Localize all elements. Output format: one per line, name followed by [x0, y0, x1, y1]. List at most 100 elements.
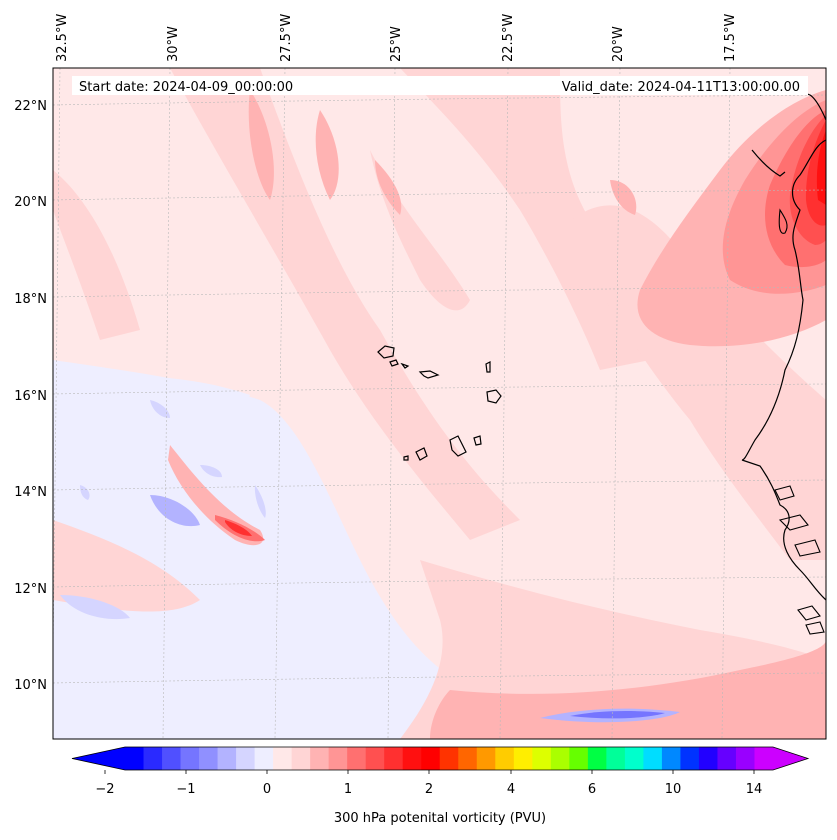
pv-patch-3 — [375, 160, 402, 215]
pv-sw-negative-area-5 — [200, 465, 222, 478]
pv-weak-negative-area — [53, 360, 500, 739]
lon-label: 30°W — [166, 26, 181, 62]
pv-band-3 — [53, 170, 140, 340]
colorbar-segment — [254, 747, 274, 770]
colorbar-segment — [569, 747, 589, 770]
pv-ne-ridge-core — [816, 130, 826, 205]
lon-label: 27.5°W — [279, 14, 294, 62]
lat-label: 22°N — [14, 99, 47, 114]
lon-label: 25°W — [389, 26, 404, 62]
colorbar-segment — [513, 747, 533, 770]
colorbar-segment — [495, 747, 515, 770]
colorbar-segment — [125, 747, 145, 770]
lat-label: 14°N — [14, 485, 47, 500]
pv-band-4 — [400, 68, 650, 370]
colorbar-segment — [291, 747, 311, 770]
pv-sw-negative-area-6 — [80, 485, 90, 500]
colorbar-segment — [310, 747, 330, 770]
pv-band-1 — [170, 68, 520, 540]
coastline-detail-1 — [751, 149, 786, 177]
pv-band-sw — [53, 520, 200, 612]
pv-patch-1 — [248, 90, 274, 200]
colorbar-segment — [698, 747, 718, 770]
colorbar-segment — [347, 747, 367, 770]
colorbar-segment — [606, 747, 626, 770]
coastline-detail-4 — [778, 514, 809, 531]
colorbar-under-extension — [72, 747, 125, 770]
colorbar-segment — [180, 747, 200, 770]
latitude-labels: 22°N 20°N 18°N 16°N 14°N 12°N 10°N — [14, 99, 47, 693]
pv-patch-4 — [610, 180, 637, 215]
colorbar-segment — [680, 747, 700, 770]
pv-sw-negative-area — [150, 495, 200, 527]
colorbar-title: 300 hPa potenital vorticity (PVU) — [334, 811, 546, 826]
colorbar-segment — [754, 747, 774, 770]
colorbar-segment — [439, 747, 459, 770]
pv-weak-negative-area-2 — [80, 376, 250, 420]
pv-sw-negative-area-2 — [60, 595, 130, 620]
colorbar-outline — [71, 746, 810, 771]
pv-south-negative-core — [570, 711, 665, 719]
colorbar-tick-label: −1 — [176, 782, 195, 797]
lon-label: 32.5°W — [55, 14, 70, 62]
pv-field — [53, 68, 826, 739]
colorbar-over-extension — [773, 747, 808, 770]
colorbar-segment — [532, 747, 552, 770]
pv-band-2 — [370, 150, 470, 311]
lat-label: 10°N — [14, 678, 47, 693]
pv-southern-ridge — [430, 640, 826, 739]
colorbar-segment — [624, 747, 644, 770]
colorbar-segment — [643, 747, 663, 770]
colorbar-segment — [550, 747, 570, 770]
colorbar-segment — [328, 747, 348, 770]
colorbar-tick-label: 10 — [665, 782, 682, 797]
cape-verde-islands — [377, 345, 502, 461]
colorbar-segment — [217, 747, 237, 770]
lon-label: 17.5°W — [723, 14, 738, 62]
coastline-detail-3 — [774, 485, 795, 501]
colorbar-tick-label: 14 — [746, 782, 763, 797]
colorbar-segment — [273, 747, 293, 770]
colorbar-segment — [162, 747, 182, 770]
valid-date-label: Valid_date: 2024-04-11T13:00:00.00 — [562, 80, 800, 95]
colorbar-segment — [587, 747, 607, 770]
colorbar-tick-label: 1 — [344, 782, 352, 797]
pv-sw-negative-area-4 — [150, 400, 170, 418]
colorbar-segment — [143, 747, 163, 770]
pv-sw-streak-core — [225, 520, 252, 536]
lat-label: 12°N — [14, 582, 47, 597]
pv-patch-2 — [315, 110, 339, 200]
colorbar-tick-label: 2 — [425, 782, 433, 797]
lat-label: 16°N — [14, 389, 47, 404]
colorbar-segment — [476, 747, 496, 770]
colorbar-segment — [199, 747, 219, 770]
pv-sw-negative-area-3 — [254, 485, 266, 518]
colorbar-segment — [402, 747, 422, 770]
colorbar-tick-label: 0 — [263, 782, 271, 797]
pv-band-5 — [560, 205, 826, 560]
lat-label: 20°N — [14, 195, 47, 210]
lat-label: 18°N — [14, 292, 47, 307]
coastline-detail-7 — [805, 621, 825, 635]
colorbar-segment — [365, 747, 385, 770]
colorbar-tick-labels: −2 −1 0 1 2 4 6 10 14 — [95, 782, 762, 797]
map-frame — [52, 67, 827, 740]
lon-label: 22.5°W — [501, 14, 516, 62]
colorbar-tick-label: 4 — [507, 782, 515, 797]
colorbar-tick-label: −2 — [95, 782, 114, 797]
colorbar-segment — [236, 747, 256, 770]
date-header-box — [72, 76, 808, 95]
colorbar-segment — [735, 747, 755, 770]
start-date-label: Start date: 2024-04-09_00:00:00 — [79, 80, 293, 95]
pv-sw-streak-1 — [168, 445, 264, 546]
colorbar — [71, 746, 810, 774]
coastline-detail-2 — [778, 208, 788, 234]
colorbar-segment — [458, 747, 478, 770]
colorbar-tick-label: 6 — [588, 782, 596, 797]
colorbar-segment — [421, 747, 441, 770]
coastline-detail-5 — [794, 539, 821, 557]
colorbar-segment — [717, 747, 737, 770]
colorbar-segment — [384, 747, 404, 770]
coastline-detail-6 — [797, 605, 821, 621]
